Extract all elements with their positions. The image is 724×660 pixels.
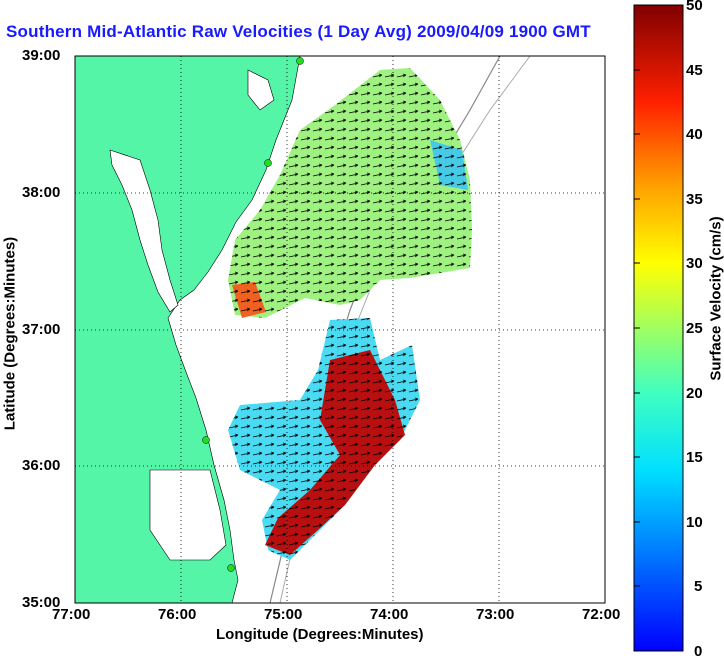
y-axis-label: Latitude (Degrees:Minutes)	[2, 224, 19, 444]
x-tick-label: 75:00	[264, 606, 302, 623]
colorbar-tick-label: 10	[686, 514, 703, 531]
x-tick-label: 74:00	[370, 606, 408, 623]
y-tick-label: 37:00	[22, 321, 60, 338]
radar-station	[203, 437, 210, 444]
colorbar-tick-label: 30	[686, 255, 703, 272]
colorbar-tick-label: 45	[686, 62, 703, 79]
x-axis-label: Longitude (Degrees:Minutes)	[216, 626, 424, 643]
colorbar-tick-label: 40	[686, 126, 703, 143]
colorbar-tick-label: 15	[686, 449, 703, 466]
x-tick-label: 77:00	[52, 606, 90, 623]
y-tick-label: 38:00	[22, 184, 60, 201]
x-tick-label: 76:00	[158, 606, 196, 623]
colorbar	[634, 5, 683, 651]
colorbar-tick-label: 5	[694, 578, 702, 595]
x-tick-label: 72:00	[582, 606, 620, 623]
colorbar-tick-label: 50	[686, 0, 703, 14]
colorbar-tick-label: 20	[686, 385, 703, 402]
colorbar-tick-label: 0	[694, 643, 702, 660]
radar-station	[265, 160, 272, 167]
radar-station	[228, 565, 235, 572]
radar-station	[297, 58, 304, 65]
colorbar-tick-label: 35	[686, 191, 703, 208]
colorbar-tick-label: 25	[686, 320, 703, 337]
colorbar-label: Surface Velocity (cm/s)	[708, 189, 724, 409]
x-tick-label: 73:00	[476, 606, 514, 623]
y-tick-label: 39:00	[22, 47, 60, 64]
y-tick-label: 36:00	[22, 457, 60, 474]
